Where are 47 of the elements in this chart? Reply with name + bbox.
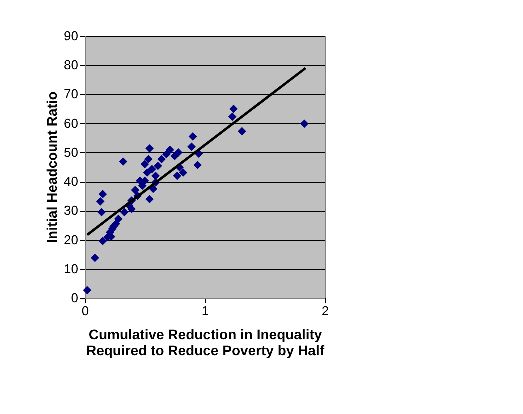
point xyxy=(83,286,92,295)
y-tick-label: 10 xyxy=(64,261,78,276)
y-tick-label: 30 xyxy=(64,203,78,218)
y-axis-title: Initial Headcount Ratio xyxy=(44,92,60,244)
x-tick-label: 0 xyxy=(82,304,90,318)
point xyxy=(179,168,188,178)
point xyxy=(174,148,183,157)
y-tick-label: 70 xyxy=(64,86,78,102)
point xyxy=(162,150,171,159)
point xyxy=(166,146,174,154)
point xyxy=(143,168,152,178)
point xyxy=(98,237,108,246)
point xyxy=(131,186,140,194)
point xyxy=(146,144,154,153)
x-axis-title: Cumulative Reduction in Inequality Required to Reduce Poverty by Half xyxy=(86,326,325,358)
x-tick-label: 1 xyxy=(202,304,210,318)
point xyxy=(300,120,309,128)
point xyxy=(228,112,237,122)
point xyxy=(188,142,196,152)
point xyxy=(120,208,129,217)
point xyxy=(173,172,182,180)
y-tick-label: 90 xyxy=(64,28,78,44)
point xyxy=(96,197,105,206)
point xyxy=(158,155,166,164)
point xyxy=(91,254,100,262)
point xyxy=(146,195,154,204)
point xyxy=(188,132,198,141)
point xyxy=(114,214,123,224)
point xyxy=(152,172,160,180)
y-tick-label: 60 xyxy=(64,116,78,131)
y-tick-label: 20 xyxy=(64,232,78,248)
point xyxy=(194,161,202,170)
point xyxy=(144,155,153,164)
point xyxy=(154,162,162,170)
point xyxy=(98,190,108,199)
point xyxy=(238,127,246,136)
y-tick-label: 80 xyxy=(64,58,78,73)
y-tick-label: 50 xyxy=(64,144,78,160)
x-tick-label: 2 xyxy=(322,304,330,318)
point xyxy=(230,104,238,114)
point xyxy=(128,205,136,214)
point xyxy=(119,158,128,166)
point xyxy=(140,160,150,169)
y-tick-label: 0 xyxy=(71,290,78,306)
point xyxy=(98,208,106,217)
y-tick-label: 40 xyxy=(64,174,78,190)
point xyxy=(148,165,156,174)
